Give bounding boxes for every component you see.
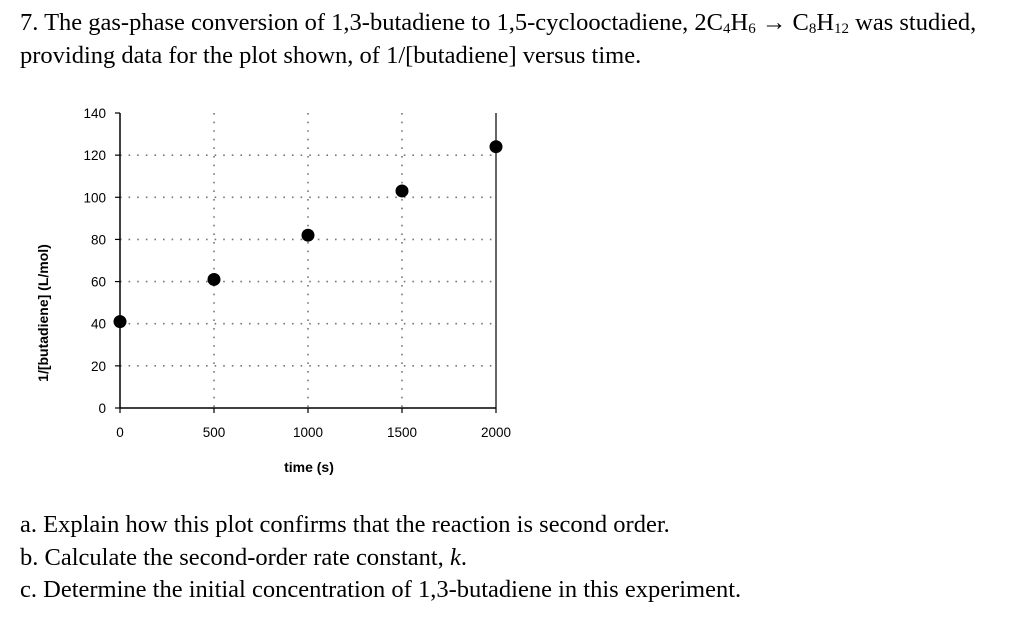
y-tick-label: 80 bbox=[91, 232, 106, 247]
y-tick-label: 0 bbox=[98, 401, 106, 416]
x-tick-label: 1500 bbox=[387, 425, 417, 440]
sub-questions: a. Explain how this plot confirms that t… bbox=[20, 509, 741, 607]
y-tick-label: 120 bbox=[83, 148, 106, 163]
x-tick-label: 1000 bbox=[293, 425, 323, 440]
formula-subscript: 8 bbox=[808, 21, 817, 37]
data-point bbox=[489, 140, 503, 154]
question-number: 7. bbox=[20, 9, 39, 36]
y-tick-label: 140 bbox=[83, 106, 106, 121]
formula-subscript: 12 bbox=[834, 21, 850, 37]
data-point bbox=[113, 315, 127, 329]
data-point bbox=[395, 184, 409, 198]
formula-subscript: 6 bbox=[748, 21, 756, 37]
sub-question-text: c. Determine the initial concentration o… bbox=[20, 576, 742, 603]
formula-text: H bbox=[816, 9, 835, 36]
x-tick-label: 0 bbox=[116, 425, 124, 440]
sub-question-suffix: . bbox=[460, 543, 467, 571]
y-tick-label: 100 bbox=[83, 190, 106, 205]
data-point bbox=[207, 272, 221, 286]
y-tick-label: 60 bbox=[91, 275, 106, 290]
variable-symbol: k bbox=[449, 543, 461, 571]
y-axis-ticks: 0 20 40 60 80 100 120 140 bbox=[83, 106, 120, 416]
x-tick-label: 500 bbox=[203, 425, 226, 440]
y-tick-label: 40 bbox=[91, 317, 106, 332]
data-point bbox=[301, 228, 315, 242]
formula-text: H bbox=[730, 9, 749, 36]
x-tick-label: 2000 bbox=[481, 425, 511, 440]
y-tick-label: 20 bbox=[91, 359, 106, 374]
question-text: 7. The gas-phase conversion of 1,3-butad… bbox=[20, 6, 1020, 72]
sub-question-text: b. Calculate the second-order rate const… bbox=[20, 543, 450, 571]
y-axis-label: 1/[butadiene] (L/mol) bbox=[35, 244, 51, 382]
data-points bbox=[113, 140, 503, 329]
x-axis-ticks: 0 500 1000 1500 2000 bbox=[116, 408, 511, 440]
question-intro: The gas-phase conversion of 1,3-butadien… bbox=[44, 9, 724, 36]
sub-question-item: a. Explain how this plot confirms that t… bbox=[20, 509, 741, 542]
scatter-chart: 0 20 40 60 80 100 120 140 0 500 1000 1500 2000 time… bbox=[35, 106, 511, 475]
sub-question-text: a. Explain how this plot confirms that t… bbox=[20, 511, 670, 538]
formula-subscript: 4 bbox=[723, 21, 731, 37]
question-rest: was studied, providing data for the plot… bbox=[20, 9, 977, 69]
sub-question-item: b. Calculate the second-order rate const… bbox=[20, 542, 741, 575]
chart-grid bbox=[120, 113, 496, 408]
x-axis-label: time (s) bbox=[284, 459, 334, 475]
sub-question-item: c. Determine the initial concentration o… bbox=[20, 574, 741, 607]
reaction-arrow: → C bbox=[755, 9, 809, 36]
